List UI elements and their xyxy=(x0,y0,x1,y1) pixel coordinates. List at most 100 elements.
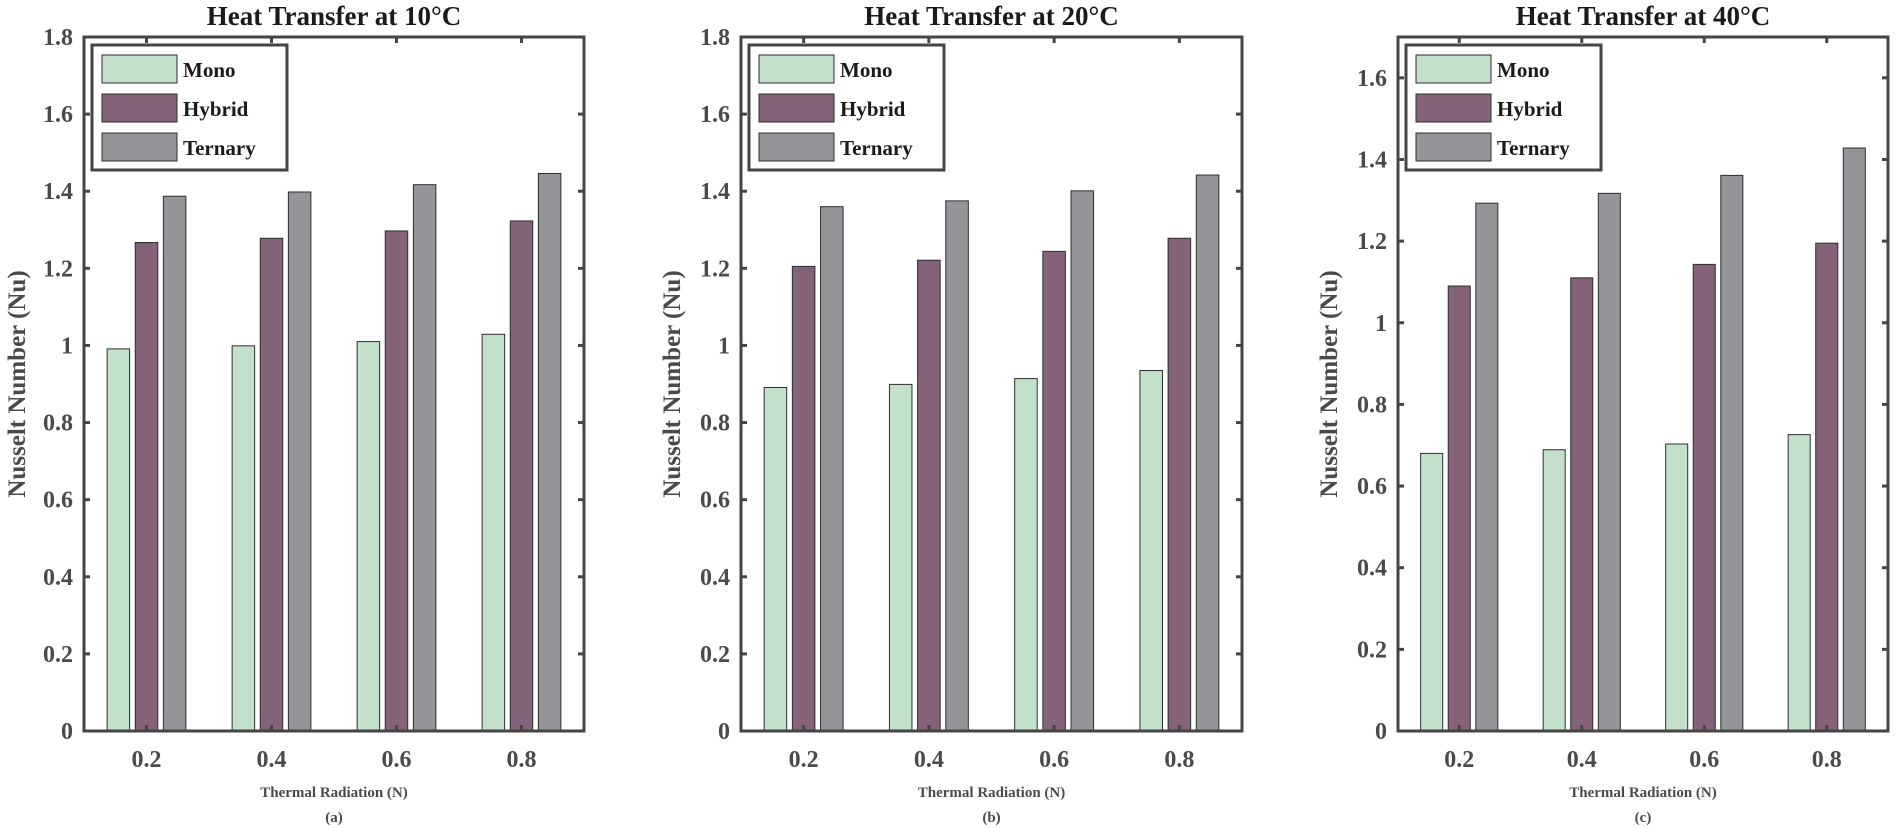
bar-mono-0.2 xyxy=(106,348,131,732)
legend: Mono Hybrid Ternary xyxy=(90,43,289,172)
chart-panel-0: 0 0.2 0.4 0.6 0.8 1 1.2 1.4 1.6 1.8 0.2 0.4 0.6 0.8 He… xyxy=(4,1,586,826)
y-tick-label: 0.4 xyxy=(43,565,73,591)
bar-ternary-0.2 xyxy=(162,195,187,732)
legend-label-ternary: Ternary xyxy=(840,136,913,160)
subfigure-caption: (b) xyxy=(982,810,1000,826)
legend-label-hybrid: Hybrid xyxy=(1497,97,1563,121)
y-tick-label: 0.6 xyxy=(1357,474,1387,500)
bar-ternary-0.4 xyxy=(1597,192,1621,732)
legend-label-hybrid: Hybrid xyxy=(183,97,249,121)
bar-ternary-0.4 xyxy=(945,200,969,732)
x-tick-label: 0.4 xyxy=(1567,747,1597,773)
bar-hybrid-0.4 xyxy=(1570,277,1594,732)
legend-label-ternary: Ternary xyxy=(1497,136,1570,160)
legend-swatch-hybrid xyxy=(758,93,835,123)
y-tick-label: 0.4 xyxy=(1357,556,1387,582)
y-tick-label: 1.4 xyxy=(1357,147,1387,173)
y-tick-label: 0.8 xyxy=(700,411,730,437)
x-tick-label: 0.2 xyxy=(132,747,162,773)
y-tick-label: 0 xyxy=(718,719,730,745)
bar-mono-0.8 xyxy=(1787,434,1811,732)
bar-hybrid-0.2 xyxy=(1447,285,1471,732)
subfigure-caption: (a) xyxy=(325,810,343,826)
x-axis-label: Thermal Radiation (N) xyxy=(918,785,1066,801)
legend-label-mono: Mono xyxy=(1497,58,1550,82)
legend-swatch-ternary xyxy=(1415,132,1492,162)
x-axis-label: Thermal Radiation (N) xyxy=(1569,785,1717,801)
bar-hybrid-0.8 xyxy=(1167,237,1192,732)
axes-box xyxy=(82,35,586,733)
legend: Mono Hybrid Ternary xyxy=(747,43,946,172)
x-tick-label: 0.2 xyxy=(1444,747,1474,773)
chart-title: Heat Transfer at 40°C xyxy=(1516,1,1771,31)
bar-mono-0.2 xyxy=(763,386,788,732)
bar-hybrid-0.6 xyxy=(1042,250,1066,732)
x-tick-label: 0.2 xyxy=(789,747,819,773)
x-tick-label: 0.4 xyxy=(914,747,944,773)
bar-ternary-0.4 xyxy=(287,191,312,732)
bar-ternary-0.2 xyxy=(820,206,844,732)
legend-swatch-mono xyxy=(1415,54,1492,84)
y-tick-label: 1 xyxy=(1375,311,1387,337)
y-tick-label: 0.6 xyxy=(43,488,73,514)
y-tick-label: 0.6 xyxy=(700,488,730,514)
x-tick-label: 0.8 xyxy=(1164,747,1194,773)
y-tick-label: 0 xyxy=(1375,719,1387,745)
axes-box xyxy=(1396,35,1890,733)
y-tick-label: 1.2 xyxy=(1357,229,1387,255)
bar-hybrid-0.4 xyxy=(259,237,284,732)
bar-ternary-0.6 xyxy=(1720,174,1744,732)
bar-mono-0.4 xyxy=(888,383,913,732)
y-tick-label: 0.2 xyxy=(43,642,73,668)
bar-mono-0.6 xyxy=(1014,378,1038,732)
y-tick-label: 0.2 xyxy=(700,642,730,668)
x-tick-label: 0.6 xyxy=(1689,747,1719,773)
legend-label-hybrid: Hybrid xyxy=(840,97,906,121)
y-tick-label: 1.6 xyxy=(43,102,73,128)
y-tick-label: 1.8 xyxy=(700,25,730,51)
bar-hybrid-0.8 xyxy=(509,220,534,732)
y-tick-label: 1.6 xyxy=(1357,66,1387,92)
y-axis-label: Nusselt Number (Nu) xyxy=(4,270,31,497)
bar-hybrid-0.2 xyxy=(791,265,816,732)
chart-title: Heat Transfer at 10°C xyxy=(207,1,462,31)
legend-swatch-hybrid xyxy=(1415,93,1492,123)
y-tick-label: 1.4 xyxy=(43,179,73,205)
bar-mono-0.4 xyxy=(1542,449,1566,732)
y-tick-label: 0.4 xyxy=(700,565,730,591)
chart-panel-1: 0 0.2 0.4 0.6 0.8 1 1.2 1.4 1.6 1.8 0.2 0.4 0.6 0.8 He… xyxy=(659,1,1244,826)
legend-label-mono: Mono xyxy=(183,58,236,82)
legend-swatch-ternary xyxy=(101,132,178,162)
legend-swatch-hybrid xyxy=(101,93,178,123)
legend-swatch-ternary xyxy=(758,132,835,162)
bar-ternary-0.2 xyxy=(1475,202,1499,732)
y-tick-label: 0.8 xyxy=(1357,392,1387,418)
bar-hybrid-0.4 xyxy=(917,259,941,732)
y-tick-label: 1.8 xyxy=(43,25,73,51)
subfigure-caption: (c) xyxy=(1635,810,1652,826)
y-tick-label: 1 xyxy=(718,333,730,359)
axes-box xyxy=(739,35,1244,733)
bar-hybrid-0.8 xyxy=(1815,242,1839,732)
bar-mono-0.4 xyxy=(231,345,256,732)
bar-ternary-0.8 xyxy=(1195,174,1220,732)
y-tick-label: 1.4 xyxy=(700,179,730,205)
legend-swatch-mono xyxy=(101,54,178,84)
bar-mono-0.6 xyxy=(356,341,381,732)
y-tick-label: 1.2 xyxy=(43,256,73,282)
legend-label-mono: Mono xyxy=(840,58,893,82)
chart-title: Heat Transfer at 20°C xyxy=(864,1,1119,31)
bar-hybrid-0.6 xyxy=(384,230,409,732)
bar-mono-0.8 xyxy=(481,333,506,732)
y-tick-label: 0.8 xyxy=(43,411,73,437)
y-tick-label: 0 xyxy=(61,719,73,745)
x-axis-label: Thermal Radiation (N) xyxy=(260,785,408,801)
bar-mono-0.8 xyxy=(1139,370,1163,732)
y-tick-label: 1 xyxy=(61,333,73,359)
bar-mono-0.6 xyxy=(1665,443,1689,732)
y-axis-label: Nusselt Number (Nu) xyxy=(1316,270,1343,497)
y-tick-label: 1.6 xyxy=(700,102,730,128)
bar-ternary-0.6 xyxy=(1070,190,1095,732)
bar-ternary-0.8 xyxy=(537,172,562,732)
